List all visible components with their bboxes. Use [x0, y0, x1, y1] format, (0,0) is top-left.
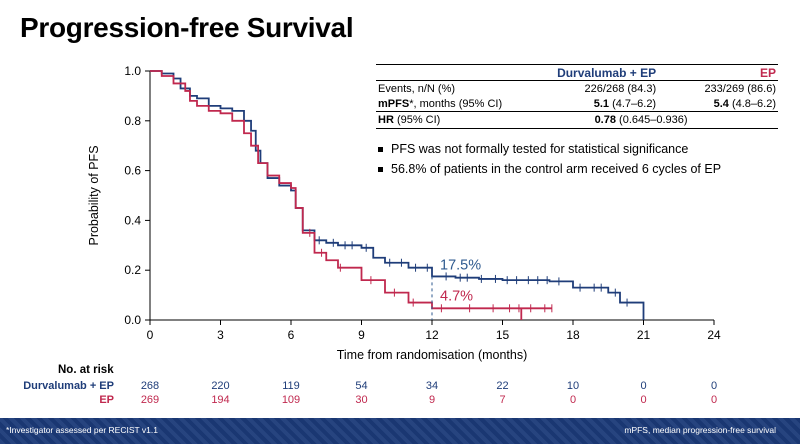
stats-header-blank [376, 64, 505, 81]
x-tick-label: 0 [147, 328, 154, 342]
stats-header-durvalumab: Durvalumab + EP [504, 64, 659, 81]
bullet-item: PFS was not formally tested for statisti… [378, 142, 721, 156]
x-tick-label: 6 [288, 328, 295, 342]
x-tick-label: 24 [707, 328, 721, 342]
y-axis-title: Probability of PFS [87, 145, 101, 245]
footer-note: *Investigator assessed per RECIST v1.1 [6, 425, 158, 435]
mpfs-durvalumab-ci: (4.7–6.2) [609, 97, 657, 110]
risk-cell: 268 [140, 380, 160, 392]
stats-events-row: Events, n/N (%) 226/268 (84.3) 233/269 (… [376, 81, 778, 97]
stats-header-ep: EP [658, 64, 778, 81]
bullet-square-icon [378, 167, 383, 173]
footer-bar: *Investigator assessed per RECIST v1.1 m… [0, 418, 800, 444]
events-label: Events, n/N (%) [378, 82, 456, 95]
bullet-square-icon [378, 147, 383, 153]
risk-cell: 0 [710, 394, 718, 406]
x-tick-label: 15 [496, 328, 510, 342]
y-tick-label: 0.6 [124, 164, 141, 178]
x-tick-label: 12 [425, 328, 439, 342]
bullet-text: 56.8% of patients in the control arm rec… [391, 162, 722, 176]
hr-value-bold: 0.78 [594, 114, 616, 126]
ep-curve [150, 70, 552, 320]
risk-cell: 220 [211, 380, 230, 392]
bullet-item: 56.8% of patients in the control arm rec… [378, 162, 721, 176]
y-tick-label: 0.4 [124, 213, 141, 227]
x-tick-label: 18 [566, 328, 580, 342]
mpfs-ep-bold: 5.4 [713, 97, 729, 110]
footer-abbreviation: mPFS, median progression-free survival [624, 425, 776, 435]
mpfs-label-rest: *, months (95% CI) [409, 97, 503, 110]
x-axis-title: Time from randomisation (months) [337, 348, 528, 362]
risk-cell: 194 [211, 394, 230, 406]
risk-cell: 0 [640, 394, 647, 406]
hr-label-rest: (95% CI) [393, 114, 441, 126]
risk-cell: 9 [428, 394, 436, 406]
events-durvalumab: 226/268 (84.3) [584, 82, 657, 95]
risk-row-label: EP [99, 394, 114, 406]
risk-row-label: Durvalumab + EP [23, 380, 114, 392]
risk-cell: 119 [282, 380, 300, 392]
mpfs-durvalumab-bold: 5.1 [593, 97, 610, 110]
stats-header-row: Durvalumab + EP EP [376, 64, 778, 81]
stats-table: Durvalumab + EP EP Events, n/N (%) 226/2… [376, 64, 778, 129]
y-tick-label: 0.8 [124, 114, 141, 128]
risk-cell: 109 [281, 394, 301, 406]
hr-value: 0.78 (0.645–0.936) [504, 111, 778, 129]
hr-value-ci: (0.645–0.936) [615, 114, 688, 126]
km-chart: 0 3 6 9 12 15 18 21 24 0.0 0.2 0.4 0.6 0.8 1.0 Time fro… [87, 64, 721, 362]
risk-cell: 10 [566, 380, 580, 392]
risk-cell: 22 [496, 380, 509, 392]
stats-hr-row: HR (95% CI) 0.78 (0.645–0.936) [376, 111, 778, 129]
hr-label: HR (95% CI) [376, 111, 505, 129]
hr-label-bold: HR [378, 114, 394, 126]
x-tick-label: 21 [637, 328, 651, 342]
risk-cell: 269 [140, 394, 160, 406]
x-tick-label: 3 [217, 328, 224, 342]
risk-cell: 0 [569, 394, 577, 406]
risk-cell: 7 [499, 394, 506, 406]
durvalumab-12-month-label: 17.5% [440, 257, 481, 273]
ep-12-month-label: 4.7% [440, 288, 473, 304]
risk-cell: 0 [710, 380, 718, 392]
bullet-list: PFS was not formally tested for statisti… [378, 142, 721, 182]
mpfs-ep: 5.4 (4.8–6.2) [658, 96, 778, 112]
y-tick-label: 0.2 [124, 263, 141, 277]
risk-cell: 30 [355, 394, 368, 406]
stats-mpfs-row: mPFS*, months (95% CI) 5.1 (4.7–6.2) 5.4… [376, 96, 778, 112]
page-title: Progression-free Survival [20, 12, 354, 43]
risk-cell: 34 [425, 380, 439, 392]
events-ep: 233/269 (86.6) [704, 82, 776, 95]
mpfs-durvalumab: 5.1 (4.7–6.2) [504, 96, 658, 112]
mpfs-label: mPFS*, months (95% CI) [376, 96, 504, 112]
bullet-text: PFS was not formally tested for statisti… [391, 142, 689, 156]
mpfs-label-bold: mPFS [378, 97, 410, 110]
mpfs-ep-ci: (4.8–6.2) [728, 97, 776, 110]
risk-cell: 54 [355, 380, 368, 392]
y-tick-label: 1.0 [124, 64, 141, 78]
risk-cell: 0 [640, 380, 647, 392]
y-tick-label: 0.0 [124, 313, 141, 327]
x-tick-label: 9 [358, 328, 365, 342]
risk-table-header: No. at risk [58, 364, 114, 376]
